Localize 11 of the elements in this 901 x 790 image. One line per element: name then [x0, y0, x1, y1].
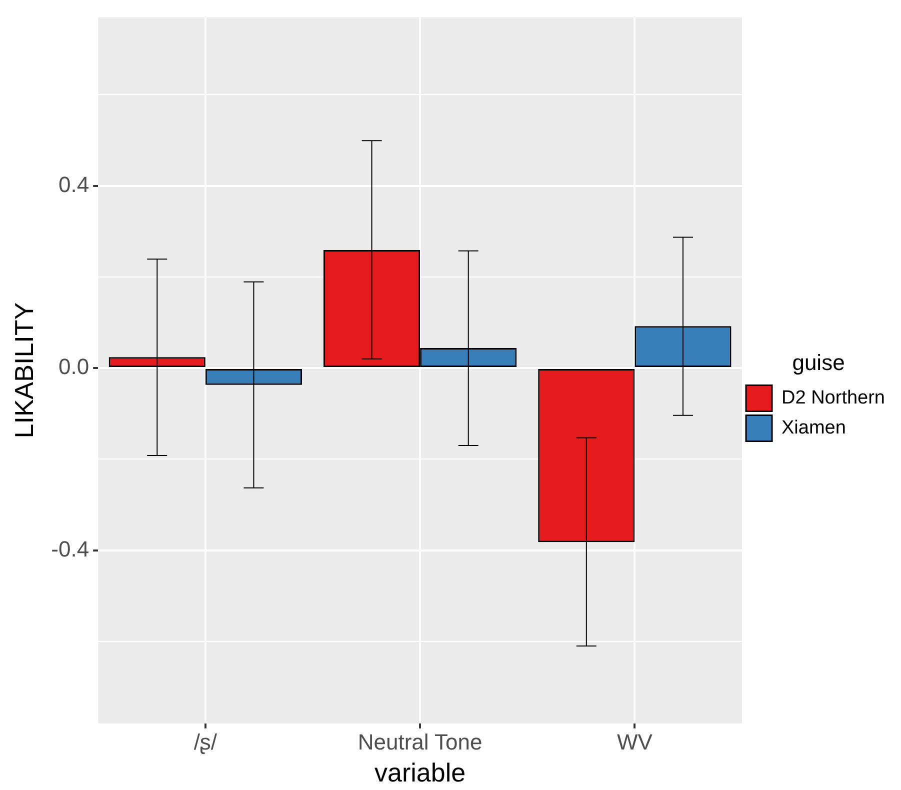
y-tick-label: -0.4	[51, 536, 90, 562]
legend-title: guise	[792, 350, 845, 375]
y-tick-label: 0.0	[58, 354, 90, 380]
y-tick-label: 0.4	[58, 172, 90, 197]
x-axis-title: variable	[374, 758, 466, 788]
y-axis-title: LIKABILITY	[8, 302, 39, 438]
x-tick-label: WV	[616, 730, 653, 755]
legend-label: D2 Northern	[782, 387, 886, 408]
legend-label: Xiamen	[782, 417, 846, 438]
x-tick-label: Neutral Tone	[358, 730, 482, 755]
x-tick-label: /ʂ/	[194, 730, 218, 755]
